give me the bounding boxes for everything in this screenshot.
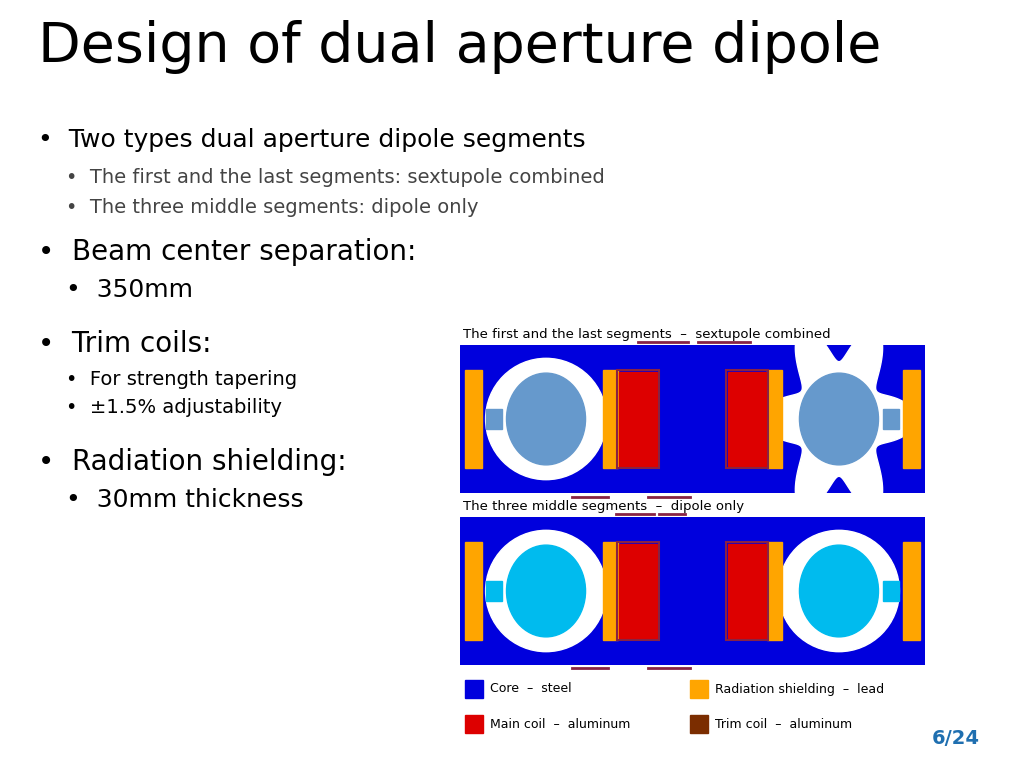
Bar	[903, 370, 921, 468]
Bar	[903, 542, 921, 640]
Text: Design of dual aperture dipole: Design of dual aperture dipole	[38, 20, 882, 74]
Bar	[726, 541, 768, 641]
Text: Main coil  –  aluminum: Main coil – aluminum	[490, 717, 631, 730]
Ellipse shape	[507, 373, 586, 465]
Bar	[883, 581, 899, 601]
Bar	[617, 369, 659, 468]
Text: •  The three middle segments: dipole only: • The three middle segments: dipole only	[66, 198, 478, 217]
Text: Trim coil  –  aluminum: Trim coil – aluminum	[715, 717, 852, 730]
Bar	[726, 369, 768, 468]
Text: •  30mm thickness: • 30mm thickness	[66, 488, 304, 512]
Text: •  350mm: • 350mm	[66, 278, 193, 302]
Bar	[620, 544, 657, 638]
Bar	[690, 680, 708, 698]
Text: •  Beam center separation:: • Beam center separation:	[38, 238, 417, 266]
Text: •  Trim coils:: • Trim coils:	[38, 330, 212, 358]
Bar	[465, 680, 483, 698]
Text: The first and the last segments  –  sextupole combined: The first and the last segments – sextup…	[463, 328, 830, 341]
Text: •  Radiation shielding:: • Radiation shielding:	[38, 448, 347, 476]
Ellipse shape	[800, 373, 879, 465]
Bar	[728, 372, 766, 466]
Ellipse shape	[485, 359, 606, 480]
Ellipse shape	[800, 545, 879, 637]
Bar	[728, 544, 766, 638]
Ellipse shape	[507, 545, 586, 637]
Text: •  For strength tapering: • For strength tapering	[66, 370, 297, 389]
Ellipse shape	[778, 531, 899, 652]
Bar	[767, 542, 781, 640]
Bar	[883, 409, 899, 429]
Ellipse shape	[485, 531, 606, 652]
Text: •  ±1.5% adjustability: • ±1.5% adjustability	[66, 398, 282, 417]
Text: Core  –  steel: Core – steel	[490, 683, 571, 696]
Text: •  Two types dual aperture dipole segments: • Two types dual aperture dipole segment…	[38, 128, 586, 152]
Bar	[465, 542, 482, 640]
Bar	[767, 370, 781, 468]
Bar	[485, 581, 502, 601]
Bar	[603, 370, 618, 468]
Text: The three middle segments  –  dipole only: The three middle segments – dipole only	[463, 500, 744, 513]
Bar	[620, 372, 657, 466]
Text: 6/24: 6/24	[932, 729, 980, 748]
Bar	[690, 715, 708, 733]
Bar	[603, 542, 618, 640]
Text: •  The first and the last segments: sextupole combined: • The first and the last segments: sextu…	[66, 168, 605, 187]
Bar	[485, 409, 502, 429]
Bar	[465, 370, 482, 468]
Bar	[617, 541, 659, 641]
Bar	[465, 715, 483, 733]
Text: Radiation shielding  –  lead: Radiation shielding – lead	[715, 683, 884, 696]
Polygon shape	[763, 329, 915, 509]
